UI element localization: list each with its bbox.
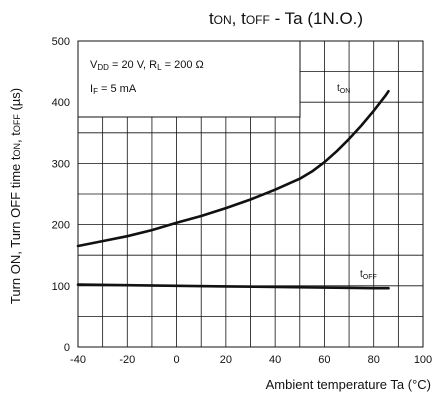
y-tick-label: 300 — [52, 158, 70, 170]
conditions-line-1: VDD = 20 V, RL = 200 Ω — [90, 59, 204, 72]
x-tick-label: 100 — [414, 354, 432, 366]
chart-title: tON, tOFF - Ta (1N.O.) — [209, 9, 363, 28]
x-tick-label: 60 — [318, 354, 330, 366]
conditions-box — [77, 40, 301, 118]
series-label-toff: tOFF — [360, 269, 377, 281]
x-tick-label: -20 — [119, 354, 135, 366]
x-tick-label: 20 — [220, 354, 232, 366]
y-axis-label: Turn ON, Turn OFF time tON, tOFF (µs) — [8, 88, 23, 304]
y-tick-label: 400 — [52, 97, 70, 109]
x-axis-label: Ambient temperature Ta (°C) — [266, 377, 431, 392]
y-tick-label: 0 — [64, 342, 70, 354]
series-group — [76, 89, 390, 290]
y-tick-labels: 0 100 200 300 400 500 — [52, 36, 70, 354]
y-tick-label: 200 — [52, 220, 70, 232]
y-tick-label: 100 — [52, 281, 70, 293]
series-label-ton: tON — [337, 83, 350, 95]
series-line-toff — [76, 283, 390, 290]
y-tick-label: 500 — [52, 36, 70, 48]
x-tick-label: 0 — [174, 354, 180, 366]
x-tick-labels: -40 -20 0 20 40 60 80 100 — [70, 354, 432, 366]
x-tick-label: 40 — [269, 354, 281, 366]
x-tick-label: 80 — [368, 354, 380, 366]
x-tick-label: -40 — [70, 354, 86, 366]
conditions-line-2: IF = 5 mA — [90, 83, 137, 96]
series-line-ton — [76, 89, 390, 248]
